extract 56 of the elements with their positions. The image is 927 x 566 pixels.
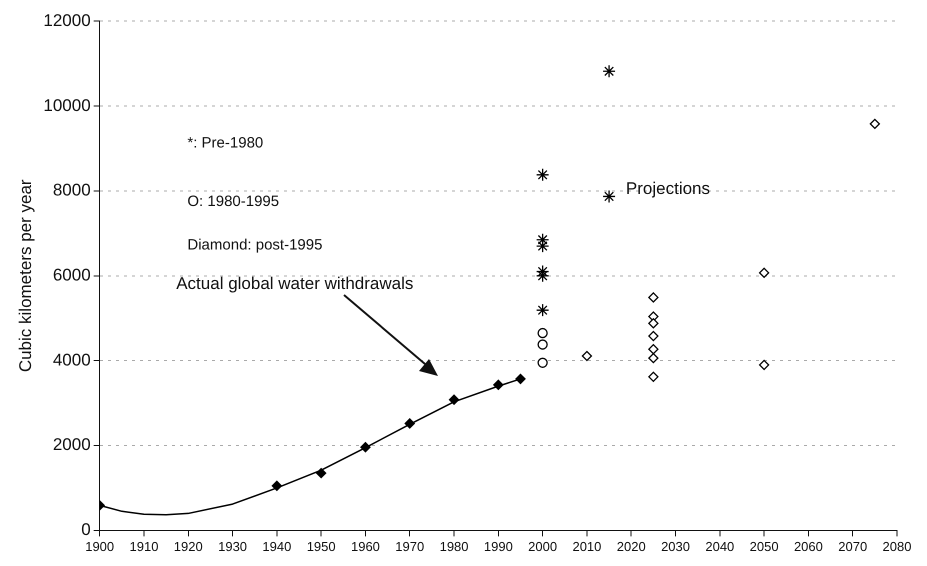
- point: [648, 352, 659, 364]
- x-tick-label: 1940: [262, 538, 292, 554]
- x-tick-label: 1970: [395, 538, 424, 554]
- x-tick-label: 2020: [616, 538, 646, 554]
- y-axis-title: Cubic kilometers per year: [16, 179, 35, 372]
- x-tick-label: 2040: [705, 538, 734, 554]
- point: [360, 442, 371, 452]
- annotation: O: 1980-1995: [187, 193, 280, 210]
- point: [648, 318, 659, 328]
- y-tick-label: 4000: [52, 350, 91, 370]
- point: [582, 350, 592, 362]
- y-tick-label: 12000: [43, 10, 91, 30]
- y-tick-label: 6000: [52, 265, 91, 284]
- point: [648, 330, 659, 342]
- y-tick-label: 0: [81, 520, 91, 540]
- point: [537, 328, 548, 338]
- point: [515, 374, 526, 384]
- point: [536, 168, 550, 182]
- point: [536, 304, 550, 317]
- point: [448, 394, 460, 405]
- point: [602, 64, 616, 78]
- x-tick-label: 1910: [130, 538, 158, 554]
- x-tick-label: 1960: [350, 538, 380, 554]
- point: [648, 292, 659, 303]
- x-tick-label: 1990: [484, 538, 513, 554]
- point: [602, 190, 616, 204]
- point: [758, 268, 770, 278]
- point: [870, 118, 880, 130]
- point: [316, 468, 326, 478]
- x-tick-label: 2080: [882, 538, 912, 554]
- point: [537, 358, 548, 368]
- annotation: Actual global water withdrawals: [176, 274, 414, 294]
- point: [758, 360, 770, 370]
- x-tick-label: 2010: [572, 538, 602, 554]
- y-tick-label: 2000: [52, 435, 91, 454]
- x-tick-label: 1900: [85, 538, 114, 554]
- y-tick-label: 10000: [43, 96, 91, 115]
- x-tick-label: 2070: [838, 538, 868, 554]
- x-tick-label: 2050: [750, 538, 779, 554]
- x-tick-label: 2060: [794, 538, 823, 554]
- x-tick-label: 2030: [661, 538, 690, 554]
- x-tick-label: 2000: [528, 538, 558, 554]
- point: [648, 344, 659, 354]
- x-tick-label: 1950: [306, 538, 336, 554]
- point: [537, 339, 548, 350]
- point: [648, 372, 659, 382]
- y-tick-label: 8000: [52, 180, 91, 200]
- x-tick-label: 1920: [174, 538, 203, 554]
- x-tick-label: 1930: [218, 538, 248, 554]
- annotation: Diamond: post-1995: [187, 236, 322, 254]
- annotation: *: Pre-1980: [187, 134, 264, 152]
- point: [272, 480, 282, 491]
- x-tick-label: 1980: [440, 538, 468, 554]
- point: [493, 380, 504, 390]
- point: [404, 418, 415, 429]
- annotation: Projections: [626, 178, 710, 198]
